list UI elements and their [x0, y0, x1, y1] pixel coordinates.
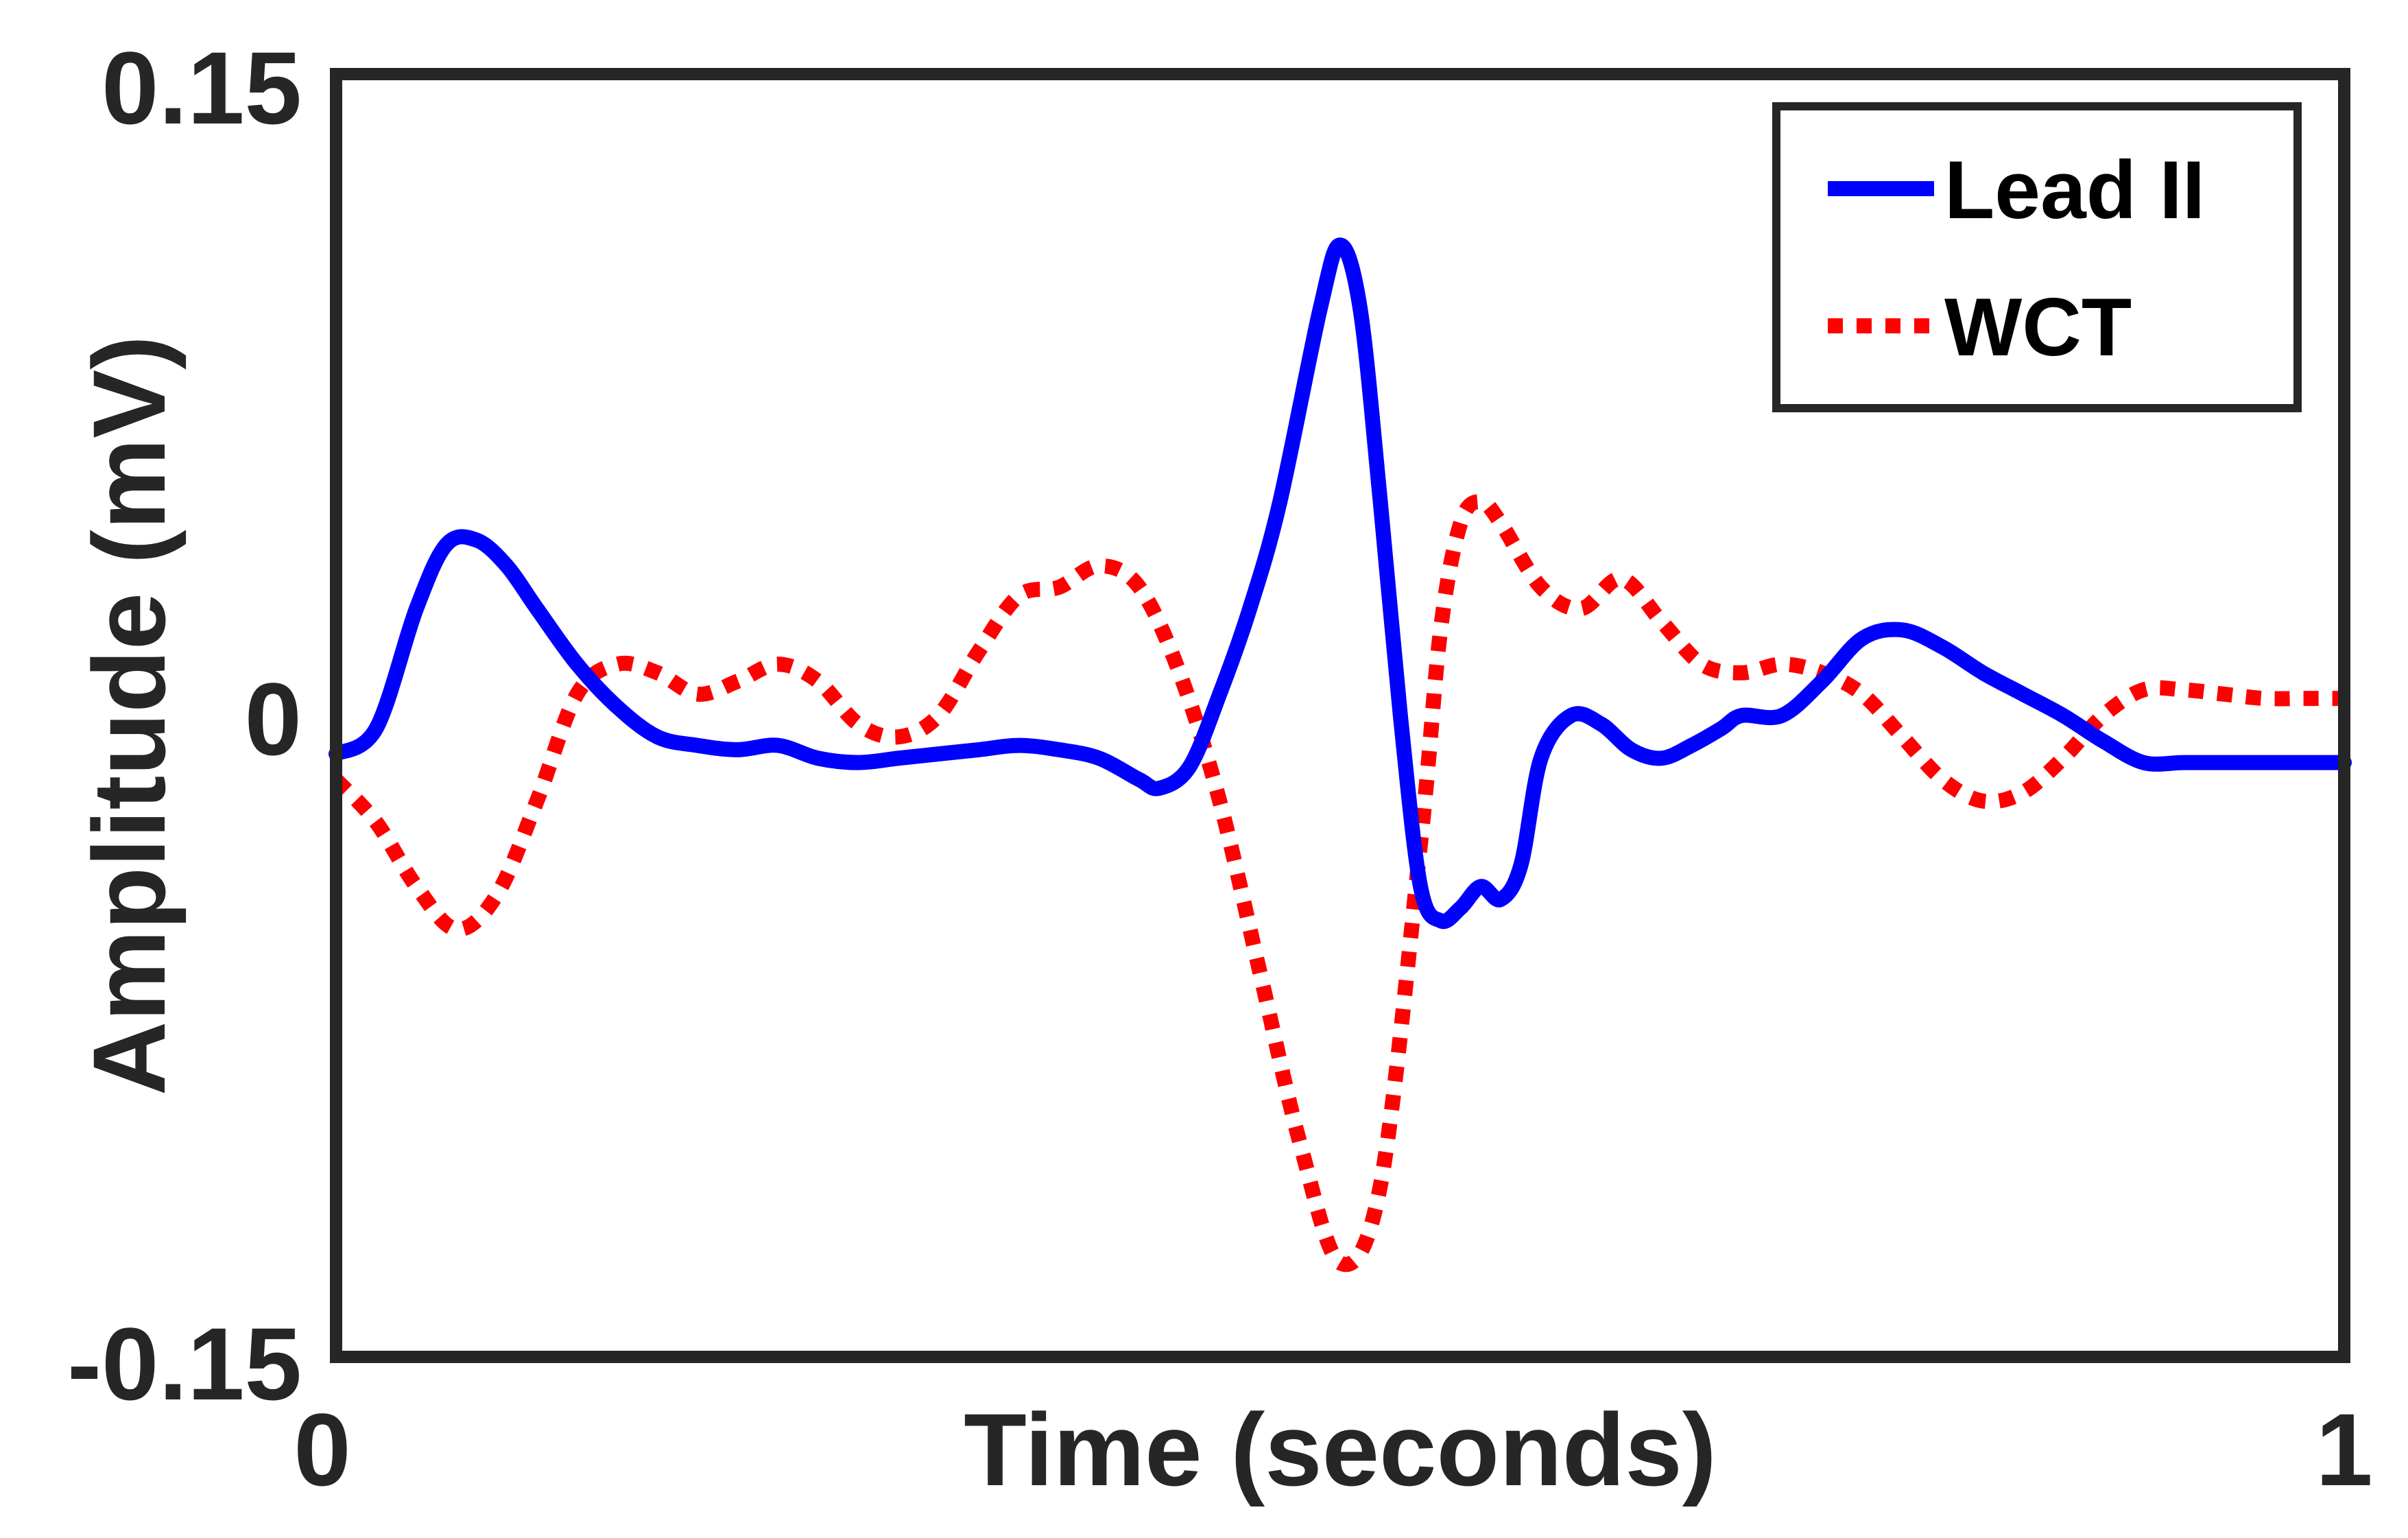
legend: Lead II WCT: [1772, 102, 2302, 412]
y-axis-ticks: 0.15 0 -0.15: [67, 30, 302, 1421]
series-line-lead-ii: [329, 237, 2352, 930]
legend-label-wct: WCT: [1944, 281, 2132, 373]
x-axis-ticks: 0 1: [294, 1392, 2372, 1507]
x-axis-title: Time (seconds): [964, 1392, 1717, 1507]
x-tick-label-1: 1: [2315, 1392, 2372, 1507]
y-tick-label-neg-0.15: -0.15: [67, 1306, 302, 1421]
x-tick-label-0: 0: [294, 1392, 350, 1507]
y-axis-title: Amplitude (mV): [71, 335, 187, 1096]
legend-box: [1772, 102, 2302, 412]
legend-label-lead-ii: Lead II: [1944, 144, 2205, 236]
y-tick-label-0.15: 0.15: [102, 30, 302, 145]
plot-area: [329, 237, 2352, 1273]
series-line-wct: [330, 494, 2344, 1273]
y-tick-label-0: 0: [245, 661, 302, 777]
axes-frame: [330, 68, 2350, 1363]
